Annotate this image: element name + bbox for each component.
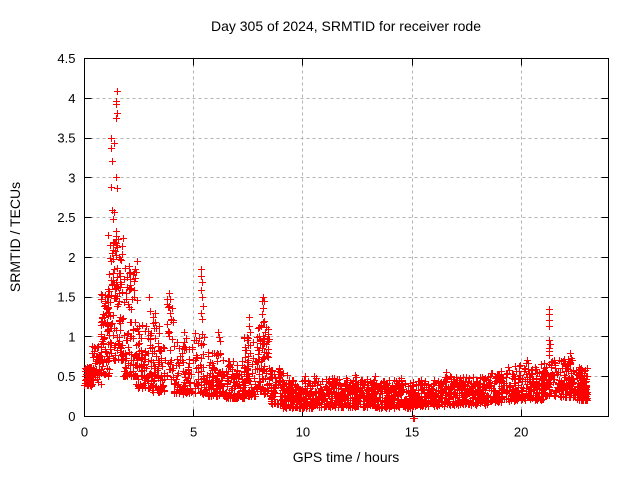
- y-axis-label: SRMTID / TECUs: [7, 182, 23, 292]
- scatter-markers: [81, 88, 591, 422]
- data-points: [81, 88, 591, 422]
- axis-ticks: [84, 58, 609, 417]
- y-tick-label: 2: [68, 250, 75, 265]
- x-tick-label: 0: [81, 425, 88, 440]
- x-axis-label: GPS time / hours: [293, 449, 400, 465]
- x-tick-label: 20: [514, 425, 528, 440]
- y-tick-label: 4.5: [57, 51, 75, 66]
- y-tick-label: 1: [68, 329, 75, 344]
- chart-title: Day 305 of 2024, SRMTID for receiver rod…: [211, 18, 481, 34]
- tick-marks: [84, 58, 609, 417]
- y-tick-label: 4: [68, 91, 75, 106]
- x-tick-label: 15: [405, 425, 419, 440]
- y-tick-label: 0.5: [57, 369, 75, 384]
- y-tick-label: 1.5: [57, 290, 75, 305]
- y-tick-label: 3: [68, 170, 75, 185]
- x-tick-label: 10: [296, 425, 310, 440]
- y-tick-label: 2.5: [57, 210, 75, 225]
- tick-labels: 0 5 10 15 20 0 0.5 1 1.5 2 2.5 3 3.5 4 4.5: [57, 51, 528, 440]
- y-tick-label: 3.5: [57, 131, 75, 146]
- y-tick-label: 0: [68, 409, 75, 424]
- x-tick-label: 5: [190, 425, 197, 440]
